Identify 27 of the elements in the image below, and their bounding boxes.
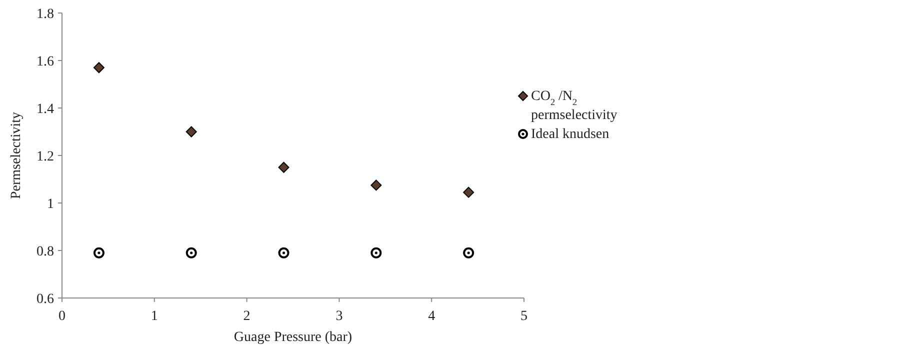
point [463, 186, 474, 198]
y-tick-label: 1.6 [36, 54, 54, 70]
x-tick-label: 1 [150, 309, 158, 324]
x-tick-label: 0 [58, 309, 66, 324]
point [278, 247, 290, 258]
point [370, 180, 382, 191]
y-tick-label: 1.2 [36, 149, 54, 164]
x-axis-title: Guage Pressure (bar) [234, 330, 352, 345]
y-tick-label: 0.8 [36, 244, 54, 260]
y-tick-label: 1 [47, 196, 54, 212]
point [186, 126, 197, 138]
x-tick-label: 4 [428, 309, 436, 324]
y-tick-label: 0.6 [36, 292, 54, 307]
y-axis-title: Permselectivity [9, 112, 24, 200]
x-tick-label: 2 [243, 309, 250, 324]
point [186, 247, 197, 258]
point [93, 62, 104, 74]
legend-label: Ideal knudsen [531, 127, 610, 142]
legend-label: CO$_{2}$ /N$_{2}$ permselectivity [531, 89, 618, 123]
x-tick-label: 3 [336, 309, 343, 324]
point [93, 247, 104, 258]
x-tick-label: 5 [520, 309, 528, 324]
point [463, 247, 474, 258]
y-tick-label: 1.4 [36, 102, 54, 117]
point [370, 247, 382, 258]
y-tick-label: 1.8 [36, 6, 54, 22]
point [278, 162, 290, 173]
